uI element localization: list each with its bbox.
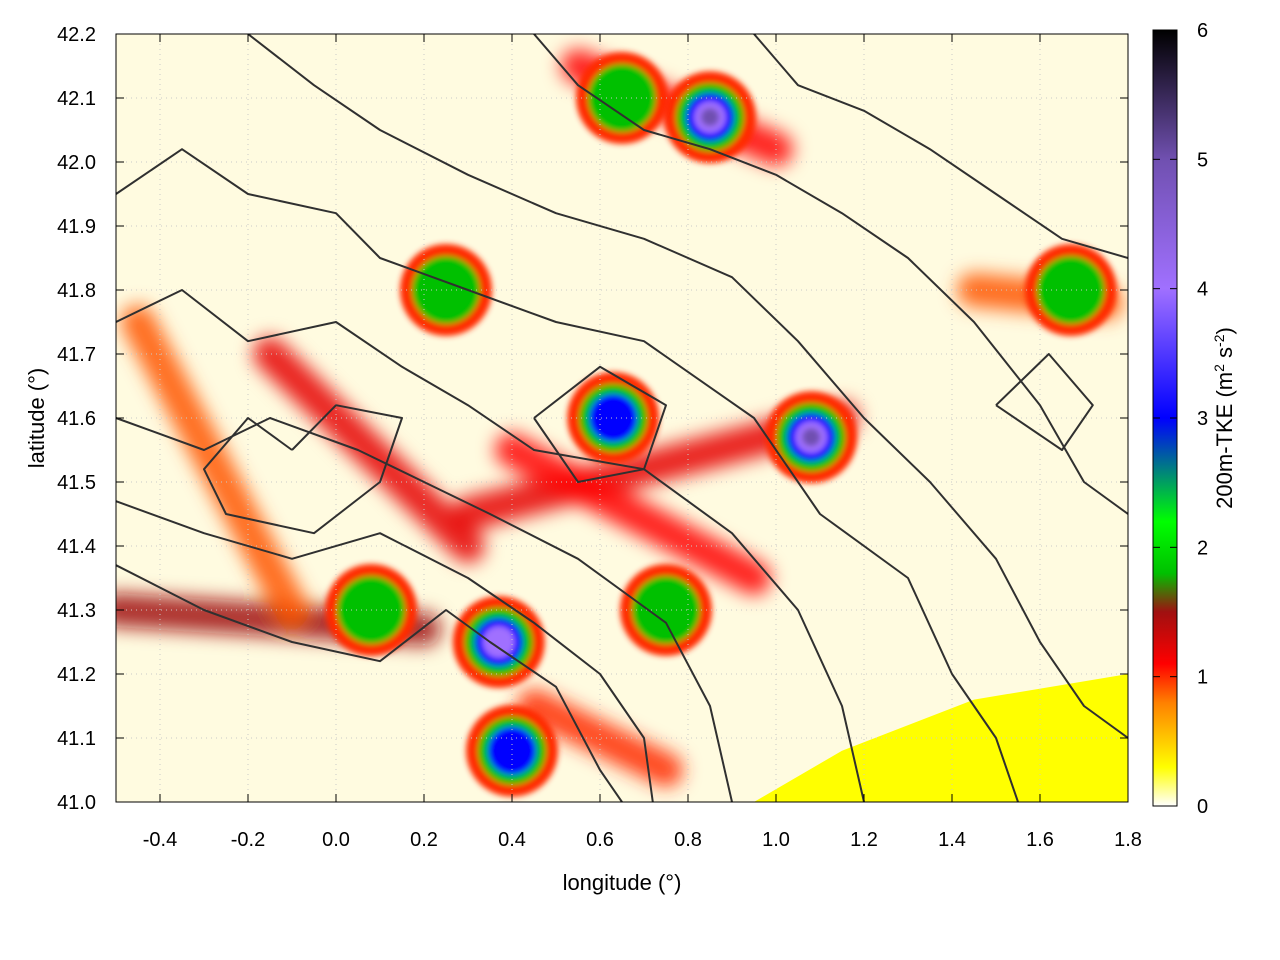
colorbar-tick-label: 3 <box>1197 408 1208 430</box>
y-tick-label: 41.9 <box>57 216 96 238</box>
x-tick-label: 1.0 <box>762 829 790 851</box>
tke-band <box>121 305 309 627</box>
x-tick-label: 0.8 <box>674 829 702 851</box>
y-tick-label: 41.4 <box>57 536 96 558</box>
contour-line <box>116 417 733 802</box>
hotspot-ring <box>802 428 821 447</box>
tke-hotspot <box>1024 244 1117 336</box>
colorbar-ticks: 0 1 2 3 4 5 6 <box>1153 20 1208 818</box>
hotspot-ring <box>482 626 515 658</box>
terrain-contours <box>116 34 1128 802</box>
colorbar-title-mid: s <box>1212 347 1237 364</box>
x-tick-label: 1.2 <box>850 829 878 851</box>
y-tick-label: 41.3 <box>57 600 96 622</box>
contour-line <box>116 500 654 802</box>
tke-band <box>517 689 683 787</box>
contour-line <box>753 34 1128 259</box>
x-axis: -0.4 -0.2 0.0 0.2 0.4 0.6 0.8 1.0 1.2 1.4 1.6 1.8 <box>143 34 1142 851</box>
tke-hotspot <box>567 372 660 464</box>
plot-area <box>116 34 1128 802</box>
colorbar-title-main: 200m-TKE (m <box>1212 372 1237 509</box>
contour-line <box>116 148 1019 802</box>
colorbar-tick-label: 1 <box>1197 667 1208 689</box>
x-tick-label: 1.6 <box>1026 829 1054 851</box>
y-tick-label: 41.0 <box>57 792 96 814</box>
hotspot-ring <box>1036 256 1105 324</box>
tke-band <box>253 337 485 563</box>
y-tick-label: 41.6 <box>57 408 96 430</box>
colorbar-tick-label: 2 <box>1197 537 1208 559</box>
colorbar-tick-label: 4 <box>1197 279 1208 301</box>
x-tick-label: 1.8 <box>1114 829 1142 851</box>
x-tick-label: -0.2 <box>231 829 265 851</box>
contour-line <box>116 289 865 802</box>
hotspot-ring <box>488 726 536 775</box>
contour-line <box>116 564 623 802</box>
contour-line <box>533 365 667 483</box>
tke-hotspot <box>765 391 858 484</box>
x-tick-label: 0.4 <box>498 829 526 851</box>
y-tick-label: 41.5 <box>57 472 96 494</box>
colorbar-title-end: ) <box>1212 327 1237 334</box>
y-tick-label: 42.0 <box>57 152 96 174</box>
colorbar-title-sup1: 2 <box>1211 364 1227 372</box>
colorbar-tick-label: 5 <box>1197 149 1208 171</box>
hotspot-ring <box>701 108 719 127</box>
y-tick-label: 41.1 <box>57 728 96 750</box>
tke-band <box>495 433 771 595</box>
contour-line <box>995 353 1094 451</box>
x-tick-label: 0.2 <box>410 829 438 851</box>
x-tick-label: 1.4 <box>938 829 966 851</box>
y-tick-label: 41.7 <box>57 344 96 366</box>
x-tick-label: -0.4 <box>143 829 177 851</box>
y-tick-label: 41.2 <box>57 664 96 686</box>
colorbar-title: 200m-TKE (m2 s-2) <box>1211 327 1237 509</box>
y-tick-label: 42.1 <box>57 88 96 110</box>
x-axis-title: longitude (°) <box>563 870 682 895</box>
y-axis-title: latitude (°) <box>24 368 49 469</box>
tke-hotspot <box>466 704 558 797</box>
colorbar-title-sup2: -2 <box>1211 334 1227 347</box>
y-tick-label: 41.8 <box>57 280 96 302</box>
hotspot-ring <box>589 394 638 442</box>
tke-hotspot <box>664 71 756 164</box>
colorbar-tick-label: 0 <box>1197 796 1208 818</box>
x-tick-label: 0.6 <box>586 829 614 851</box>
x-tick-label: 0.0 <box>322 829 350 851</box>
contour-line <box>203 404 403 535</box>
colorbar-tick-label: 6 <box>1197 20 1208 42</box>
contour-line <box>533 34 1128 515</box>
y-axis: 41.0 41.1 41.2 41.3 41.4 41.5 41.6 41.7 41.8 41.9… <box>57 24 1128 814</box>
contour-line <box>247 34 1128 739</box>
y-tick-label: 42.2 <box>57 24 96 46</box>
